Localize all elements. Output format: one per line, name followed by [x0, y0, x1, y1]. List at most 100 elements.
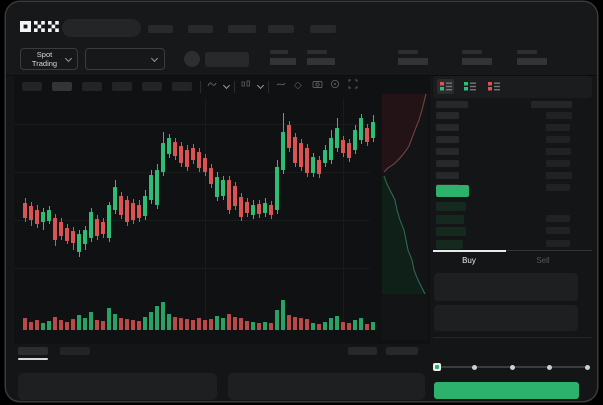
volume-bar	[317, 324, 321, 330]
slider-stop-dot[interactable]	[547, 364, 552, 370]
candle	[47, 210, 51, 221]
timeframe-button[interactable]	[142, 82, 162, 91]
volume-bar	[269, 323, 273, 330]
timeframe-button[interactable]	[82, 82, 102, 91]
candle	[227, 180, 231, 210]
stat-value-placeholder	[270, 58, 296, 65]
pair-name-placeholder[interactable]	[205, 52, 249, 67]
volume-bar	[353, 320, 357, 330]
pair-selector[interactable]	[85, 48, 165, 70]
settings-icon[interactable]	[330, 79, 340, 93]
column-header-placeholder	[531, 101, 572, 108]
book-view-bids-icon[interactable]	[461, 79, 478, 94]
candle	[179, 146, 183, 163]
candle	[65, 228, 69, 241]
slider-handle[interactable]	[433, 363, 441, 371]
slider-stop-dot[interactable]	[584, 364, 590, 370]
nav-item[interactable]	[310, 25, 336, 33]
bid-price-placeholder	[436, 227, 466, 236]
candle	[347, 143, 351, 158]
nav-item[interactable]	[268, 25, 294, 33]
chevron-down-icon[interactable]	[256, 81, 265, 90]
volume-bar	[263, 322, 267, 330]
volume-bar	[41, 323, 45, 330]
timeframe-button[interactable]	[112, 82, 132, 91]
chart-style-icon[interactable]	[241, 79, 251, 93]
slider-stop-dot[interactable]	[509, 364, 515, 370]
chevron-down-icon	[64, 54, 73, 62]
candle	[263, 203, 267, 213]
indicator-icon[interactable]	[207, 79, 217, 93]
candle	[185, 150, 189, 167]
volume-bar	[119, 318, 123, 330]
candle	[257, 204, 261, 214]
book-view-asks-icon[interactable]	[485, 79, 502, 94]
bottom-action-placeholder[interactable]	[348, 347, 377, 355]
volume-bar	[53, 317, 57, 330]
volume-bar	[77, 315, 81, 330]
draw-tool-icon[interactable]: ◇	[294, 80, 302, 91]
form-divider	[433, 337, 592, 338]
timeframe-button[interactable]	[172, 82, 192, 91]
search-input[interactable]	[62, 19, 141, 37]
depth-chart	[382, 94, 428, 340]
gridline	[343, 98, 344, 330]
volume-bar	[233, 317, 237, 330]
bottom-action-placeholder[interactable]	[386, 347, 418, 355]
volume-bar	[65, 322, 69, 330]
chevron-down-icon[interactable]	[222, 81, 231, 90]
fullscreen-icon[interactable]	[348, 79, 358, 93]
stat-label-placeholder	[517, 50, 537, 54]
candle	[101, 222, 105, 234]
volume-bar	[371, 322, 375, 330]
toolbar-divider	[234, 81, 235, 93]
candle	[365, 128, 369, 142]
candle	[245, 202, 249, 213]
slider-stop-dot[interactable]	[472, 364, 477, 370]
candle	[299, 143, 303, 167]
buy-submit-button[interactable]	[434, 382, 579, 399]
active-tab-indicator	[433, 249, 506, 252]
volume-bar	[197, 318, 201, 330]
candle	[269, 205, 273, 215]
gridline	[14, 172, 370, 173]
bottom-tab[interactable]	[60, 347, 90, 355]
nav-item[interactable]	[228, 25, 256, 33]
volume-bar	[275, 310, 279, 330]
amount-input[interactable]	[434, 305, 578, 331]
bottom-tab-active[interactable]	[18, 347, 48, 355]
bottom-panel-left[interactable]	[18, 373, 217, 400]
column-header-placeholder	[436, 101, 468, 108]
candle	[317, 160, 321, 174]
volume-bar	[29, 322, 33, 330]
candle	[329, 138, 333, 160]
gridline	[14, 268, 370, 269]
market-stat	[398, 50, 438, 66]
volume-bar	[239, 318, 243, 330]
tab-sell[interactable]: Sell	[536, 256, 550, 265]
line-tool-icon[interactable]	[276, 79, 286, 93]
candle	[95, 219, 99, 236]
tab-buy[interactable]: Buy	[462, 256, 476, 265]
toolbar-divider	[200, 81, 201, 93]
book-view-both-icon[interactable]	[437, 79, 454, 94]
bid-size-placeholder	[546, 227, 570, 234]
timeframe-button-active[interactable]	[52, 82, 72, 91]
bid-size-placeholder	[546, 214, 570, 222]
market-stat	[307, 50, 347, 66]
volume-bar	[83, 318, 87, 330]
timeframe-button[interactable]	[22, 82, 42, 91]
nav-item[interactable]	[188, 25, 213, 33]
tab-divider	[433, 250, 592, 251]
chart-panel: ◇	[14, 76, 430, 344]
camera-icon[interactable]	[312, 79, 323, 93]
gridline	[14, 124, 370, 125]
volume-bar	[299, 318, 303, 330]
bottom-panel-right[interactable]	[228, 373, 425, 400]
market-stat	[462, 50, 502, 66]
nav-item[interactable]	[148, 25, 173, 33]
price-input[interactable]	[434, 273, 578, 301]
ask-size-placeholder	[546, 112, 572, 119]
market-type-selector[interactable]: Spot Trading	[20, 48, 78, 70]
volume-bar	[287, 315, 291, 330]
